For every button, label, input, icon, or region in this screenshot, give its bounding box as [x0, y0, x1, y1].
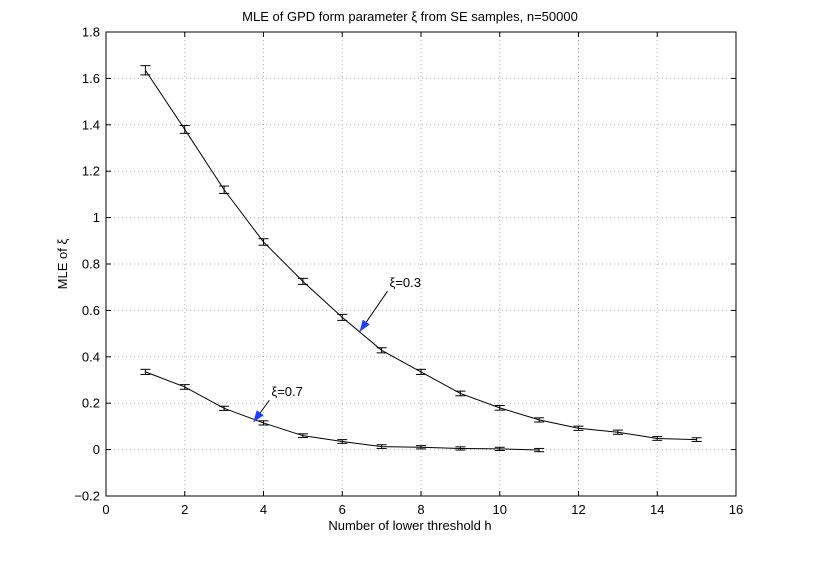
series-1-error-bar	[297, 277, 308, 285]
annotation-arrow-head	[359, 319, 370, 332]
annotation-label: ξ=0.3	[390, 275, 421, 290]
y-tick-label: 1.4	[82, 117, 100, 132]
series-2-error-bar	[140, 368, 151, 375]
series-1-error-bar	[612, 429, 623, 435]
x-tick-label: 2	[181, 502, 188, 517]
y-tick-label: 0	[93, 442, 100, 457]
series-layer	[140, 65, 702, 453]
series-1-error-bar	[573, 425, 584, 431]
y-tick-label: 0.8	[82, 257, 100, 272]
y-axis-label: MLE of ξ	[55, 239, 70, 290]
x-tick-label: 12	[571, 502, 585, 517]
annotation-arrow-head	[253, 410, 264, 423]
axes: 0 2 4 6 8 10 12 14 16−0.200.20.40.60.811.21.41.6…	[74, 25, 743, 518]
annotation-label: ξ=0.7	[271, 384, 302, 399]
y-tick-label: 1.8	[82, 25, 100, 40]
y-tick-label: 0.2	[82, 396, 100, 411]
series-1-error-bar	[140, 65, 151, 76]
series-1-error-bar	[258, 238, 269, 246]
chart-title: MLE of GPD form parameter ξ from SE samp…	[242, 9, 578, 24]
series-2-error-bar	[297, 433, 308, 439]
y-tick-label: −0.2	[74, 489, 100, 504]
series-1-error-bar	[337, 313, 348, 321]
x-axis-label: Number of lower threshold h	[328, 518, 491, 533]
series-2-error-bar	[337, 439, 348, 444]
y-tick-label: 1	[93, 210, 100, 225]
series-2-error-bar	[534, 447, 545, 453]
y-tick-label: 0.6	[82, 303, 100, 318]
series-1-error-bar	[652, 436, 663, 441]
x-tick-label: 16	[729, 502, 743, 517]
series-1-error-bar	[455, 390, 466, 397]
y-tick-label: 1.6	[82, 71, 100, 86]
series-2-error-bar	[376, 444, 387, 449]
series-1-error-bar	[534, 417, 545, 423]
series-2-error-bar	[179, 384, 190, 390]
x-tick-label: 6	[339, 502, 346, 517]
series-1-error-bar	[376, 347, 387, 354]
annotations: ξ=0.3 ξ=0.7	[253, 275, 421, 423]
x-tick-label: 14	[650, 502, 664, 517]
series-2-error-bar	[455, 446, 466, 451]
y-tick-label: 1.2	[82, 164, 100, 179]
series-1-error-bar	[691, 437, 702, 442]
series-2-error-bar	[494, 446, 505, 452]
x-tick-label: 10	[493, 502, 507, 517]
series-2-error-bar	[416, 445, 426, 450]
series-1-error-bar	[416, 368, 426, 375]
y-tick-label: 0.4	[82, 349, 100, 364]
x-tick-label: 0	[102, 502, 109, 517]
x-tick-label: 8	[417, 502, 424, 517]
series-1-error-bar	[219, 185, 230, 194]
grid	[106, 32, 736, 496]
annotation-1: ξ=0.3	[359, 275, 421, 332]
series-1-error-bar	[494, 405, 505, 411]
series-1-error-bar	[179, 124, 190, 134]
series-2-error-bar	[258, 420, 269, 426]
x-tick-label: 4	[260, 502, 267, 517]
series-2-error-bar	[219, 405, 230, 411]
annotation-2: ξ=0.7	[253, 384, 303, 423]
